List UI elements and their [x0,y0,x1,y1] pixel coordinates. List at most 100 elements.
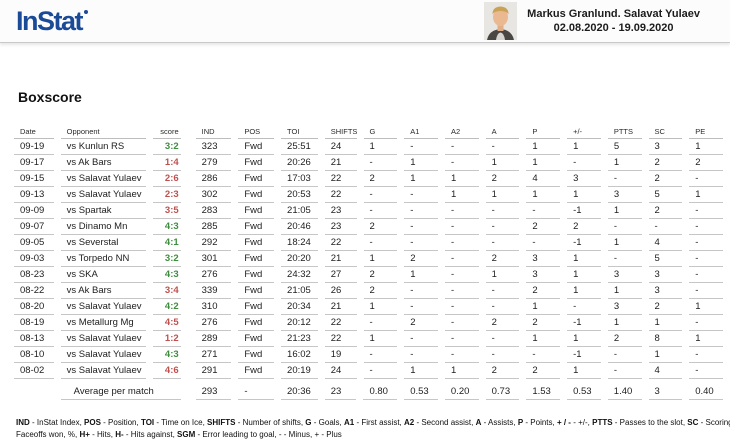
cell-opponent: vs SKA [60,267,146,283]
cell-a2: 1 [444,363,479,379]
cell-ind: 291 [195,363,232,379]
column-header-p: P [526,124,561,139]
column-header-score: score [152,124,181,139]
player-name: Markus Granlund. Salavat Yulaev [527,8,700,20]
cell-pos: Fwd [238,299,275,315]
cell-toi: 18:24 [281,235,318,251]
cell-ind: 286 [195,171,232,187]
cell-ptts: 1 [607,283,642,299]
column-header-g: G [363,124,398,139]
cell-shifts: 26 [324,283,357,299]
cell-ptts: 5 [607,139,642,155]
cell-a1: - [404,139,438,155]
legend-text: - Passes to the slot, [612,418,688,427]
cell-p: - [526,235,561,251]
cell-pe: - [689,347,723,363]
legend-text: PTTS [592,418,613,427]
legend-text: - Goals, [311,418,344,427]
cell-shifts: 21 [324,251,357,267]
cell-plus-minus: 1 [567,363,601,379]
table-row: 08-10 vs Salavat Yulaev 4:3 271 Fwd 16:02 19- -… [14,347,730,363]
cell-p: 2 [526,315,561,331]
cell-opponent: vs Kunlun RS [60,139,146,155]
cell-a2: - [444,235,479,251]
cell-a: 1 [485,155,520,171]
legend-text: H+ [79,430,90,439]
cell-sc: - [648,219,683,235]
table-row: 09-03 vs Torpedo NN 3:2 301 Fwd 20:20 21 1 2-2 3 1… [14,251,730,267]
cell-sc: 4 [648,363,683,379]
cell-pos: Fwd [238,171,275,187]
avg-cell-toi: 20:36 [281,384,318,400]
cell-ptts: 2 [607,331,642,347]
table-row: 09-05 vs Severstal 4:1 292 Fwd 18:24 22- - - - - -1… [14,235,730,251]
cell-pe: 1 [689,139,723,155]
cell-shifts: 24 [324,363,357,379]
cell-plus-minus: -1 [567,235,601,251]
legend-text: A [475,418,482,427]
legend-text: G [305,418,312,427]
cell-ptts: 1 [607,235,642,251]
cell-p: - [526,347,561,363]
cell-score: 1:4 [152,155,181,171]
avg-cell-pos: - [238,384,275,400]
cell-score: 4:3 [152,219,181,235]
cell-pe: - [689,267,723,283]
avg-cell-sc: 3 [648,384,683,400]
cell-score: 3:2 [152,251,181,267]
cell-p: 4 [526,171,561,187]
cell-toi: 20:26 [281,155,318,171]
cell-ind: 339 [195,283,232,299]
cell-g: 1 [363,139,398,155]
cell-pe: - [689,283,723,299]
cell-g: - [363,155,398,171]
cell-p: 1 [526,139,561,155]
legend-text: - Number of shifts, [235,418,306,427]
cell-ptts: 3 [607,187,642,203]
cell-shifts: 23 [324,219,357,235]
table-row: 09-15 vs Salavat Yulaev 2:6 286 Fwd 17:03 22 2 1… [14,171,730,187]
cell-score: 4:3 [152,267,181,283]
cell-opponent: vs Dinamo Mn [60,219,146,235]
cell-score: 4:2 [152,299,181,315]
cell-pos: Fwd [238,187,275,203]
legend-text: - InStat Index, [29,418,85,427]
cell-shifts: 22 [324,187,357,203]
cell-score: 4:6 [152,363,181,379]
cell-opponent: vs Salavat Yulaev [60,363,146,379]
cell-toi: 20:34 [281,299,318,315]
cell-p: 1 [526,155,561,171]
cell-a1: 1 [404,267,438,283]
table-row: 08-22 vs Ak Bars 3:4 339 Fwd 21:05 26 2- - -2 1 1 3- [14,283,730,299]
cell-a1: 2 [404,315,438,331]
cell-a: 2 [485,363,520,379]
cell-date: 09-15 [14,171,54,187]
cell-ptts: - [607,347,642,363]
cell-pos: Fwd [238,331,275,347]
average-row: Average per match 293-20:36 23 0.80 0.53 0.20… [14,384,730,400]
table-row: 09-09 vs Spartak 3:5 283 Fwd 21:05 23- - - - - -1 1 2… [14,203,730,219]
cell-pos: Fwd [238,315,275,331]
cell-date: 08-02 [14,363,54,379]
cell-ind: 285 [195,219,232,235]
column-header-pe: PE [689,124,723,139]
cell-a2: - [444,283,479,299]
cell-date: 09-05 [14,235,54,251]
instat-logo[interactable]: InStat [16,7,89,35]
legend-text: Faceoffs won, %, [16,430,80,439]
stats-legend: IND - InStat Index, POS - Position, TOI … [16,417,730,441]
cell-score: 2:3 [152,187,181,203]
cell-a2: 1 [444,171,479,187]
cell-ptts: - [607,219,642,235]
column-header-ind: IND [195,124,232,139]
cell-date: 08-20 [14,299,54,315]
column-header-a: A [485,124,520,139]
cell-a2: - [444,139,479,155]
cell-a2: 1 [444,187,479,203]
cell-opponent: vs Severstal [60,235,146,251]
cell-date: 09-03 [14,251,54,267]
table-row: 08-02 vs Salavat Yulaev 4:6 291 Fwd 20:19 24-1… [14,363,730,379]
cell-toi: 21:05 [281,283,318,299]
cell-toi: 20:12 [281,315,318,331]
cell-opponent: vs Torpedo NN [60,251,146,267]
